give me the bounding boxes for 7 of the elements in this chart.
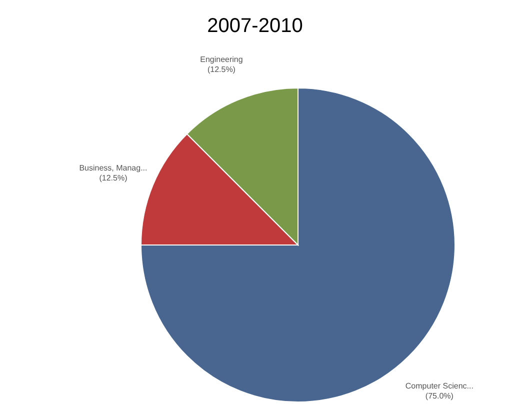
slice-label: Engineering bbox=[200, 55, 243, 64]
chart-title: 2007-2010 bbox=[207, 15, 303, 38]
data-label: (12.5%) bbox=[99, 173, 128, 182]
slice-label: Business, Manag... bbox=[79, 163, 148, 172]
slice-label: Computer Scienc... bbox=[405, 381, 474, 390]
data-label: (75.0%) bbox=[425, 391, 454, 400]
data-label: (12.5%) bbox=[207, 65, 236, 74]
